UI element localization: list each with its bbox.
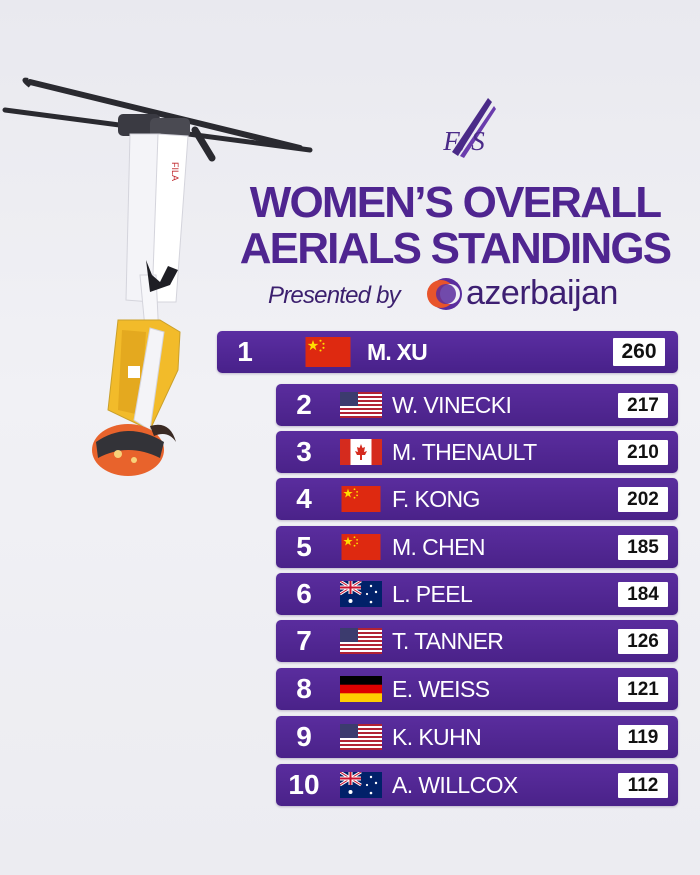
standings-row-7: 7 T. TANNER 126 [276, 620, 678, 662]
points-value: 112 [618, 773, 668, 798]
usa-flag-icon [340, 628, 382, 654]
athlete-name: L. PEEL [392, 581, 473, 607]
points-value: 217 [618, 393, 668, 418]
sponsor-name: azerbaijan [466, 274, 618, 312]
standings-row-6: 6 L. PEEL 184 [276, 573, 678, 615]
germany-flag-icon [340, 676, 382, 702]
athlete-name: M. CHEN [392, 534, 486, 560]
athlete-name: E. WEISS [392, 676, 490, 702]
sponsor-line: Presented by azerbaijan [268, 272, 668, 316]
canada-flag-icon [340, 439, 382, 465]
points-value: 119 [618, 725, 668, 750]
rank-number: 4 [296, 483, 312, 514]
rank-number: 7 [296, 625, 312, 656]
points-value: 210 [618, 440, 668, 465]
usa-flag-icon [340, 392, 382, 418]
australia-flag-icon [340, 581, 382, 607]
athlete-name: W. VINECKI [392, 392, 512, 418]
fis-logo-text: F/S [443, 126, 487, 156]
standings-row-1: 1 M. XU 260 [217, 331, 678, 373]
standings-row-10: 10 A. WILLCOX 112 [276, 764, 678, 806]
rank-number: 8 [296, 673, 312, 704]
standings-row-3: 3 M. THENAULT 210 [276, 431, 678, 473]
athlete-name: M. THENAULT [392, 439, 537, 465]
azerbaijan-brand-icon [427, 278, 462, 310]
fis-logo: F/S [410, 98, 520, 160]
title-line-2: AERIALS STANDINGS [239, 224, 672, 273]
points-value: 121 [618, 677, 668, 702]
rank-number: 9 [296, 721, 312, 752]
athlete-name: M. XU [367, 339, 428, 365]
australia-flag-icon [340, 772, 382, 798]
skier-illustration: FILA [2, 77, 313, 476]
athlete-name: A. WILLCOX [392, 772, 518, 798]
presented-by-label: Presented by [268, 282, 401, 309]
standings-row-8: 8 E. WEISS 121 [276, 668, 678, 710]
usa-flag-icon [340, 724, 382, 750]
rank-number: 5 [296, 531, 312, 562]
points-value: 260 [613, 338, 665, 366]
china-flag-icon [341, 534, 381, 560]
rank-number: 10 [288, 769, 320, 800]
standings-row-2: 2 W. VINECKI 217 [276, 384, 678, 426]
china-flag-icon [341, 486, 381, 512]
title-line-1: WOMEN’S OVERALL [249, 178, 662, 227]
rank-number: 1 [237, 336, 253, 367]
standings-row-4: 4 F. KONG 202 [276, 478, 678, 520]
points-value: 184 [618, 582, 668, 607]
standings-row-5: 5 M. CHEN 185 [276, 526, 678, 568]
athlete-name: K. KUHN [392, 724, 482, 750]
athlete-name: F. KONG [392, 486, 480, 512]
points-value: 185 [618, 535, 668, 560]
rank-number: 6 [296, 578, 312, 609]
china-flag-icon [305, 337, 351, 367]
standings-row-9: 9 K. KUHN 119 [276, 716, 678, 758]
points-value: 126 [618, 629, 668, 654]
points-value: 202 [618, 487, 668, 512]
rank-number: 3 [296, 436, 312, 467]
rank-number: 2 [296, 389, 312, 420]
svg-text:FILA: FILA [170, 162, 180, 181]
athlete-name: T. TANNER [392, 628, 504, 654]
